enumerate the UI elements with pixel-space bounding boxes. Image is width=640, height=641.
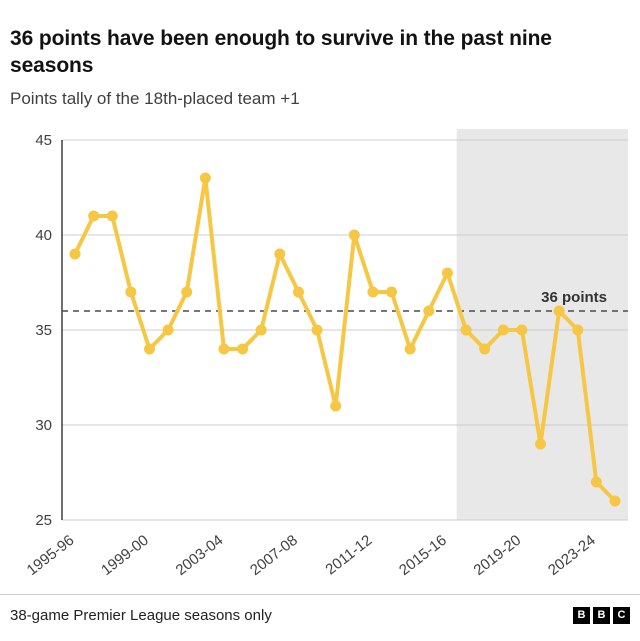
x-tick-label: 2007-08	[247, 532, 301, 579]
data-point	[106, 210, 118, 222]
data-point	[125, 286, 137, 298]
data-point	[274, 248, 286, 260]
data-point	[162, 324, 174, 336]
data-point	[69, 248, 81, 260]
x-tick-label: 2015-16	[396, 532, 450, 579]
y-tick-label: 30	[35, 417, 52, 434]
data-point	[199, 172, 211, 184]
data-point	[255, 324, 267, 336]
data-point	[441, 267, 453, 279]
data-point	[218, 343, 230, 355]
data-point	[143, 343, 155, 355]
x-tick-label: 1999-00	[98, 532, 152, 579]
bbc-logo-block: C	[613, 606, 630, 624]
y-tick-label: 35	[35, 322, 52, 339]
threshold-label: 36 points	[541, 289, 607, 306]
shaded-region	[456, 128, 628, 520]
data-point	[553, 305, 565, 317]
bbc-logo-block: B	[593, 606, 610, 624]
x-tick-label: 2003-04	[173, 532, 227, 579]
data-point	[404, 343, 416, 355]
footer-note: 38-game Premier League seasons only	[10, 606, 272, 624]
x-tick-label: 1995-96	[24, 532, 78, 579]
data-point	[311, 324, 323, 336]
y-tick-label: 25	[35, 512, 52, 529]
data-point	[609, 495, 621, 507]
data-point	[88, 210, 100, 222]
data-point	[590, 476, 602, 488]
y-tick-label: 45	[35, 132, 52, 149]
data-point	[292, 286, 304, 298]
x-tick-label: 2023-24	[545, 532, 599, 579]
line-chart: 25 30 35 40 45 1995-96 1999-00 2003-04 2007-08 20…	[24, 128, 628, 579]
data-point	[516, 324, 528, 336]
bbc-logo-block: B	[573, 606, 590, 624]
chart-title: 36 points have been enough to survive in…	[10, 27, 552, 77]
y-tick-label: 40	[35, 227, 52, 244]
data-point	[348, 229, 360, 241]
data-point	[386, 286, 398, 298]
chart-subtitle: Points tally of the 18th-placed team +1	[10, 88, 300, 108]
x-tick-label: 2019-20	[471, 532, 525, 579]
data-point	[330, 400, 342, 412]
data-point	[497, 324, 509, 336]
data-point	[479, 343, 491, 355]
data-point	[181, 286, 193, 298]
data-point	[572, 324, 584, 336]
data-point	[535, 438, 547, 450]
chart-header: 36 points have been enough to survive in…	[0, 0, 640, 109]
data-point	[460, 324, 472, 336]
data-point	[367, 286, 379, 298]
x-tick-label: 2011-12	[322, 532, 375, 579]
data-point	[423, 305, 435, 317]
data-point	[237, 343, 249, 355]
